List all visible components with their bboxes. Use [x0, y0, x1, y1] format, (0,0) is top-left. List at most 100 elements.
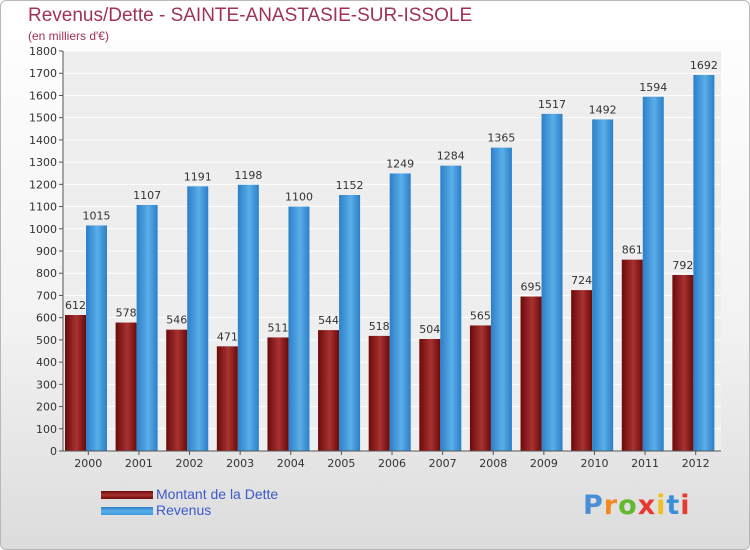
value-label-revenus: 1198: [234, 169, 262, 182]
value-label-dette: 511: [267, 321, 288, 334]
bar-dette: [419, 339, 441, 451]
bar-revenus: [288, 206, 310, 451]
bar-dette: [318, 330, 340, 451]
bar-dette: [267, 337, 289, 451]
y-tick-label: 200: [36, 401, 57, 414]
x-tick-label: 2012: [682, 457, 710, 470]
y-tick-label: 500: [36, 334, 57, 347]
chart-title: Revenus/Dette - SAINTE-ANASTASIE-SUR-ISS…: [28, 5, 473, 26]
logo-letter: i: [656, 490, 667, 521]
axes: [59, 50, 721, 455]
x-tick-label: 2000: [74, 457, 102, 470]
y-tick-label: 1600: [29, 89, 57, 102]
value-label-dette: 544: [318, 314, 339, 327]
proxiti-logo: Proxiti: [583, 490, 691, 521]
bar-revenus: [440, 165, 462, 451]
y-tick-label: 300: [36, 378, 57, 391]
bar-dette: [621, 259, 643, 451]
y-tick-label: 1400: [29, 134, 57, 147]
value-label-revenus: 1191: [184, 170, 212, 183]
y-tick-label: 1100: [29, 201, 57, 214]
logo-letter: r: [603, 490, 619, 521]
bar-revenus: [592, 119, 614, 451]
bars: [65, 75, 715, 452]
y-tick-label: 800: [36, 267, 57, 280]
bar-revenus: [339, 195, 361, 451]
y-tick-label: 600: [36, 312, 57, 325]
bar-revenus: [693, 75, 715, 451]
bar-revenus: [642, 96, 664, 452]
logo-letter: x: [637, 490, 657, 521]
bar-revenus: [237, 184, 259, 451]
value-label-dette: 792: [672, 259, 693, 272]
value-label-revenus: 1015: [83, 209, 111, 222]
value-label-dette: 546: [166, 314, 187, 327]
value-label-dette: 578: [116, 307, 137, 320]
value-label-dette: 724: [571, 274, 592, 287]
x-tick-label: 2005: [327, 457, 355, 470]
x-tick-label: 2011: [631, 457, 659, 470]
x-tick-label: 2006: [378, 457, 406, 470]
value-label-dette: 504: [419, 323, 440, 336]
legend-label-debt: Montant de la Dette: [156, 486, 279, 502]
bar-dette: [368, 335, 390, 451]
value-label-dette: 565: [470, 309, 491, 322]
logo-letter: i: [680, 490, 691, 521]
bar-dette: [672, 275, 694, 451]
legend-label-revenus: Revenus: [156, 502, 212, 518]
chart-subtitle: (en milliers d'€): [28, 29, 109, 43]
x-tick-label: 2004: [277, 457, 305, 470]
bar-dette: [115, 322, 137, 451]
value-label-revenus: 1152: [336, 179, 364, 192]
value-label-dette: 471: [217, 330, 238, 343]
bar-revenus: [541, 113, 563, 451]
y-tick-label: 1000: [29, 223, 57, 236]
value-label-dette: 695: [521, 281, 542, 294]
value-label-dette: 518: [369, 320, 390, 333]
value-label-revenus: 1492: [589, 103, 617, 116]
x-tick-label: 2008: [479, 457, 507, 470]
y-tick-label: 700: [36, 289, 57, 302]
logo-letter: o: [618, 490, 638, 521]
x-tick-label: 2001: [125, 457, 153, 470]
y-tick-label: 900: [36, 245, 57, 258]
legend-swatch-revenus: [101, 507, 153, 515]
bar-revenus: [86, 225, 107, 451]
bar-revenus: [389, 173, 411, 451]
x-tick-label: 2007: [429, 457, 457, 470]
y-tick-label: 1700: [29, 67, 57, 80]
bar-revenus: [490, 147, 512, 451]
value-label-dette: 612: [65, 299, 86, 312]
bar-dette: [571, 290, 593, 451]
value-label-revenus: 1517: [538, 98, 566, 111]
value-label-revenus: 1284: [437, 150, 465, 163]
y-tick-label: 1500: [29, 112, 57, 125]
logo-letter: t: [666, 490, 681, 521]
y-tick-label: 1800: [29, 45, 57, 58]
bar-revenus: [136, 205, 158, 451]
y-tick-label: 0: [50, 445, 57, 458]
x-tick-label: 2009: [530, 457, 558, 470]
value-label-revenus: 1107: [133, 189, 161, 202]
bar-dette: [520, 296, 542, 451]
y-tick-label: 1300: [29, 156, 57, 169]
value-label-revenus: 1692: [690, 59, 718, 72]
legend-swatch-debt: [101, 491, 153, 499]
bar-dette: [65, 315, 86, 451]
value-label-revenus: 1594: [639, 81, 667, 94]
value-label-dette: 861: [622, 244, 643, 257]
bar-dette: [469, 325, 491, 451]
logo-letter: P: [583, 490, 604, 521]
bar-revenus: [187, 186, 209, 452]
y-tick-label: 1200: [29, 178, 57, 191]
y-tick-label: 100: [36, 423, 57, 436]
bar-dette: [166, 329, 188, 451]
labels: 0 100 200 300 400 500 600 700 800 900 1000 1100 1200…: [29, 45, 718, 470]
value-label-revenus: 1100: [285, 191, 313, 204]
x-tick-label: 2002: [176, 457, 204, 470]
y-tick-label: 400: [36, 356, 57, 369]
x-tick-label: 2010: [580, 457, 608, 470]
value-label-revenus: 1365: [487, 132, 515, 145]
